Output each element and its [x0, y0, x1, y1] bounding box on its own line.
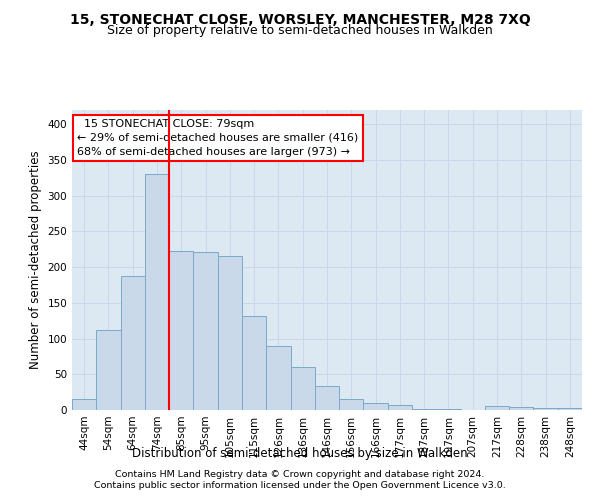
Bar	[290, 367, 315, 410]
Bar	[339, 400, 364, 410]
Bar	[509, 407, 533, 410]
Bar	[96, 330, 121, 410]
Bar	[121, 276, 145, 410]
Bar	[242, 316, 266, 410]
Text: Contains public sector information licensed under the Open Government Licence v3: Contains public sector information licen…	[94, 481, 506, 490]
Text: Contains HM Land Registry data © Crown copyright and database right 2024.: Contains HM Land Registry data © Crown c…	[115, 470, 485, 479]
Bar	[533, 408, 558, 410]
Bar	[266, 346, 290, 410]
Bar	[218, 256, 242, 410]
Text: 15 STONECHAT CLOSE: 79sqm  
← 29% of semi-detached houses are smaller (416)
68% : 15 STONECHAT CLOSE: 79sqm ← 29% of semi-…	[77, 119, 358, 157]
Bar	[364, 403, 388, 410]
Bar	[315, 386, 339, 410]
Text: Distribution of semi-detached houses by size in Walkden: Distribution of semi-detached houses by …	[132, 448, 468, 460]
Y-axis label: Number of semi-detached properties: Number of semi-detached properties	[29, 150, 42, 370]
Bar	[169, 252, 193, 410]
Bar	[72, 400, 96, 410]
Bar	[558, 408, 582, 410]
Bar	[485, 406, 509, 410]
Bar	[145, 174, 169, 410]
Text: Size of property relative to semi-detached houses in Walkden: Size of property relative to semi-detach…	[107, 24, 493, 37]
Bar	[193, 252, 218, 410]
Bar	[388, 405, 412, 410]
Text: 15, STONECHAT CLOSE, WORSLEY, MANCHESTER, M28 7XQ: 15, STONECHAT CLOSE, WORSLEY, MANCHESTER…	[70, 12, 530, 26]
Bar	[412, 408, 436, 410]
